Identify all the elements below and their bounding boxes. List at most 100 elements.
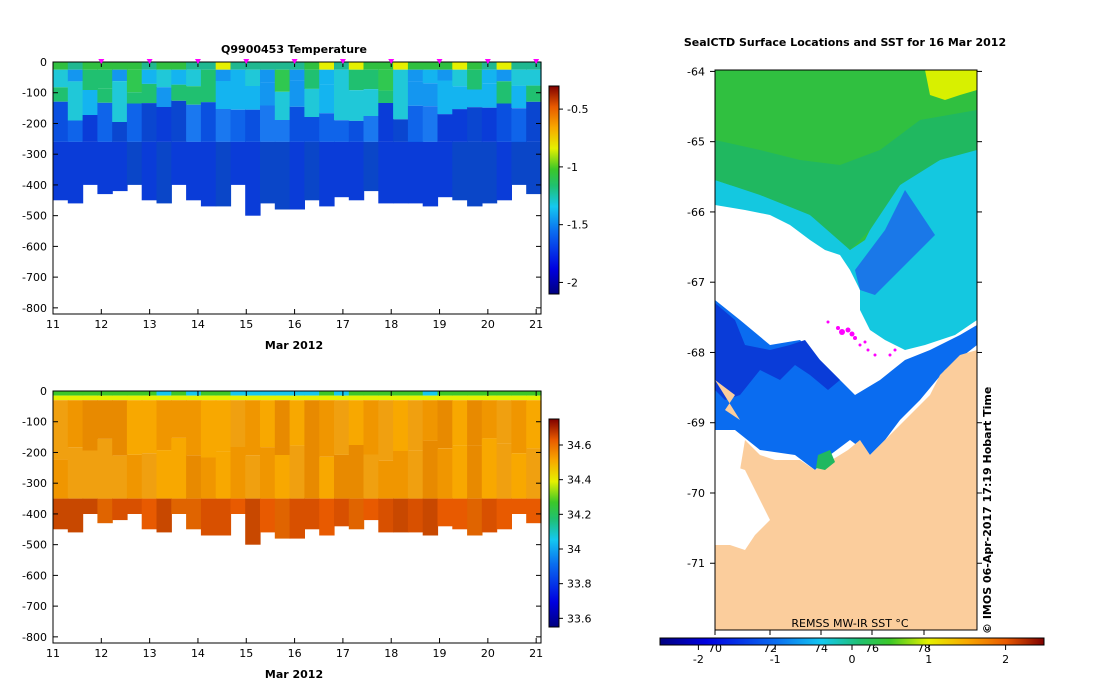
section-cell — [112, 69, 128, 82]
section-cell — [393, 141, 409, 204]
section-cell — [467, 62, 483, 70]
section-cell — [393, 62, 409, 70]
section-cell — [319, 498, 335, 536]
section-cell — [526, 62, 542, 70]
section-cell — [422, 62, 439, 70]
y-tick-label: -500 — [22, 539, 47, 552]
x-tick-label: 18 — [384, 647, 398, 660]
section-cell — [407, 400, 424, 450]
section-cell — [304, 69, 320, 89]
section-cell — [97, 62, 113, 70]
x-tick-label: 14 — [191, 318, 205, 331]
salinity-colorbar — [548, 418, 560, 628]
section-cell — [156, 141, 172, 204]
section-cell — [260, 395, 276, 401]
profile-marker — [533, 59, 540, 64]
colorbar-tick-label: 33.6 — [567, 612, 592, 625]
section-cell — [200, 391, 217, 396]
section-cell — [97, 141, 113, 195]
section-cell — [186, 62, 202, 70]
section-cell — [141, 141, 158, 201]
salinity-plot-frame — [52, 390, 542, 644]
sst-map-frame — [714, 69, 978, 631]
colorbar-tick-label: 34 — [567, 543, 581, 556]
section-cell — [378, 391, 394, 396]
section-cell — [437, 80, 453, 115]
section-cell — [481, 141, 498, 204]
section-cell — [274, 120, 291, 142]
section-cell — [481, 83, 498, 108]
section-cell — [304, 141, 320, 201]
section-cell — [230, 447, 246, 499]
section-cell — [304, 452, 320, 499]
section-cell — [452, 391, 468, 396]
section-cell — [511, 395, 527, 401]
section-cell — [245, 498, 261, 545]
section-cell — [511, 69, 527, 86]
section-cell — [511, 108, 527, 142]
section-cell — [422, 391, 439, 396]
salinity-panel: 11 12 13 14 15 16 17 18 19 20 21 0 -100 -200 -300 -400 -… — [22, 385, 591, 681]
section-cell — [126, 498, 143, 514]
section-cell — [393, 395, 409, 401]
section-cell — [215, 62, 232, 70]
section-cell — [274, 400, 291, 455]
section-cell — [422, 106, 439, 142]
section-cell — [171, 62, 187, 70]
section-cell — [245, 400, 261, 456]
section-cell — [274, 62, 291, 70]
section-cell — [496, 391, 512, 396]
section-cell — [452, 109, 468, 142]
colorbar-tick-label: 34.4 — [567, 474, 592, 487]
section-cell — [304, 117, 320, 142]
section-cell — [186, 69, 202, 87]
section-cell — [467, 391, 483, 396]
sst-field-yellow — [925, 70, 977, 100]
section-cell — [407, 395, 424, 401]
section-cell — [126, 400, 143, 455]
section-cell — [67, 391, 84, 396]
section-cell — [171, 498, 187, 514]
section-cell — [363, 395, 379, 401]
section-cell — [511, 498, 527, 514]
profile-marker — [388, 59, 395, 64]
section-cell — [112, 498, 128, 521]
section-cell — [452, 395, 468, 401]
section-cell — [378, 395, 394, 401]
section-cell — [274, 141, 291, 210]
section-cell — [53, 141, 69, 201]
section-cell — [112, 391, 128, 396]
section-cell — [67, 141, 84, 204]
section-cell — [378, 90, 394, 103]
section-cell — [141, 395, 158, 401]
imos-credit: © IMOS 06-Apr-2017 17:19 Hobart Time — [981, 387, 994, 634]
section-cell — [452, 141, 468, 201]
section-cell — [481, 438, 498, 499]
x-tick-label: 19 — [433, 318, 447, 331]
section-cell — [200, 400, 217, 458]
section-cell — [348, 391, 365, 396]
temperature-title: Q9900453 Temperature — [221, 43, 367, 56]
section-cell — [496, 395, 512, 401]
section-cell — [393, 498, 409, 533]
map-y-tick-label: -64 — [687, 65, 705, 78]
section-cell — [289, 445, 305, 499]
section-cell — [171, 391, 187, 396]
section-cell — [215, 109, 232, 142]
section-cell — [334, 86, 350, 121]
section-cell — [82, 450, 98, 499]
section-cell — [378, 69, 394, 91]
x-tick-label: 13 — [143, 318, 157, 331]
section-cell — [422, 498, 439, 536]
section-cell — [82, 400, 98, 451]
section-cell — [141, 83, 158, 104]
section-cell — [437, 395, 453, 401]
x-tick-label: 13 — [143, 647, 157, 660]
antarctic-landmass — [715, 350, 977, 630]
section-cell — [97, 400, 113, 439]
section-cell — [363, 454, 379, 499]
section-cell — [481, 69, 498, 84]
section-cell — [407, 391, 424, 396]
section-cell — [393, 119, 409, 142]
section-cell — [126, 395, 143, 401]
